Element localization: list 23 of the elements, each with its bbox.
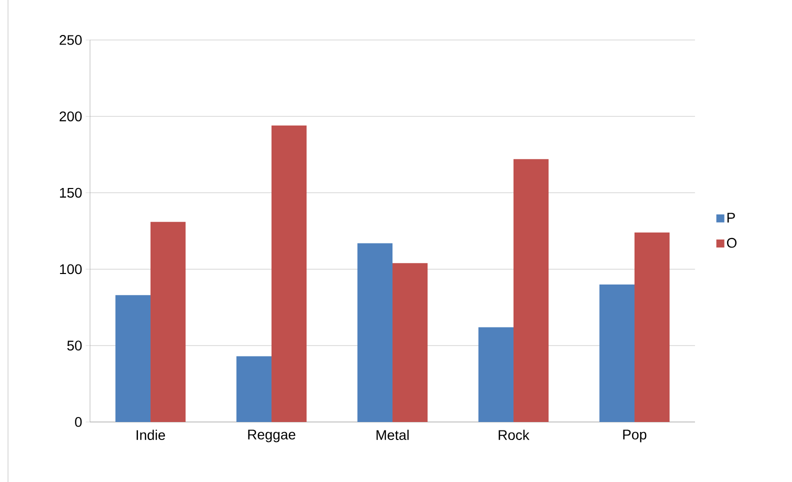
legend-label: O [726, 238, 737, 248]
bar [634, 232, 670, 422]
bar [357, 243, 393, 422]
y-tick-label: 150 [60, 188, 82, 198]
bar [150, 222, 186, 422]
legend-label: P [727, 212, 735, 222]
y-tick-label: 100 [60, 264, 82, 274]
x-tick-label: Rock [498, 430, 530, 440]
x-tick-label: Pop [623, 430, 646, 442]
bar [478, 327, 514, 422]
bar [115, 295, 151, 422]
y-tick-label: 0 [75, 417, 82, 427]
bar [514, 159, 549, 422]
x-tick-label: Reggae [248, 430, 296, 442]
bar [272, 126, 307, 422]
bar [599, 284, 634, 422]
bar [236, 356, 272, 422]
y-tick-label: 50 [67, 340, 82, 351]
y-tick-label: 200 [60, 111, 82, 122]
x-tick-label: Metal [376, 430, 409, 440]
bar [392, 263, 428, 422]
y-tick-label: 250 [60, 35, 82, 45]
x-tick-label: Indie [136, 430, 166, 440]
